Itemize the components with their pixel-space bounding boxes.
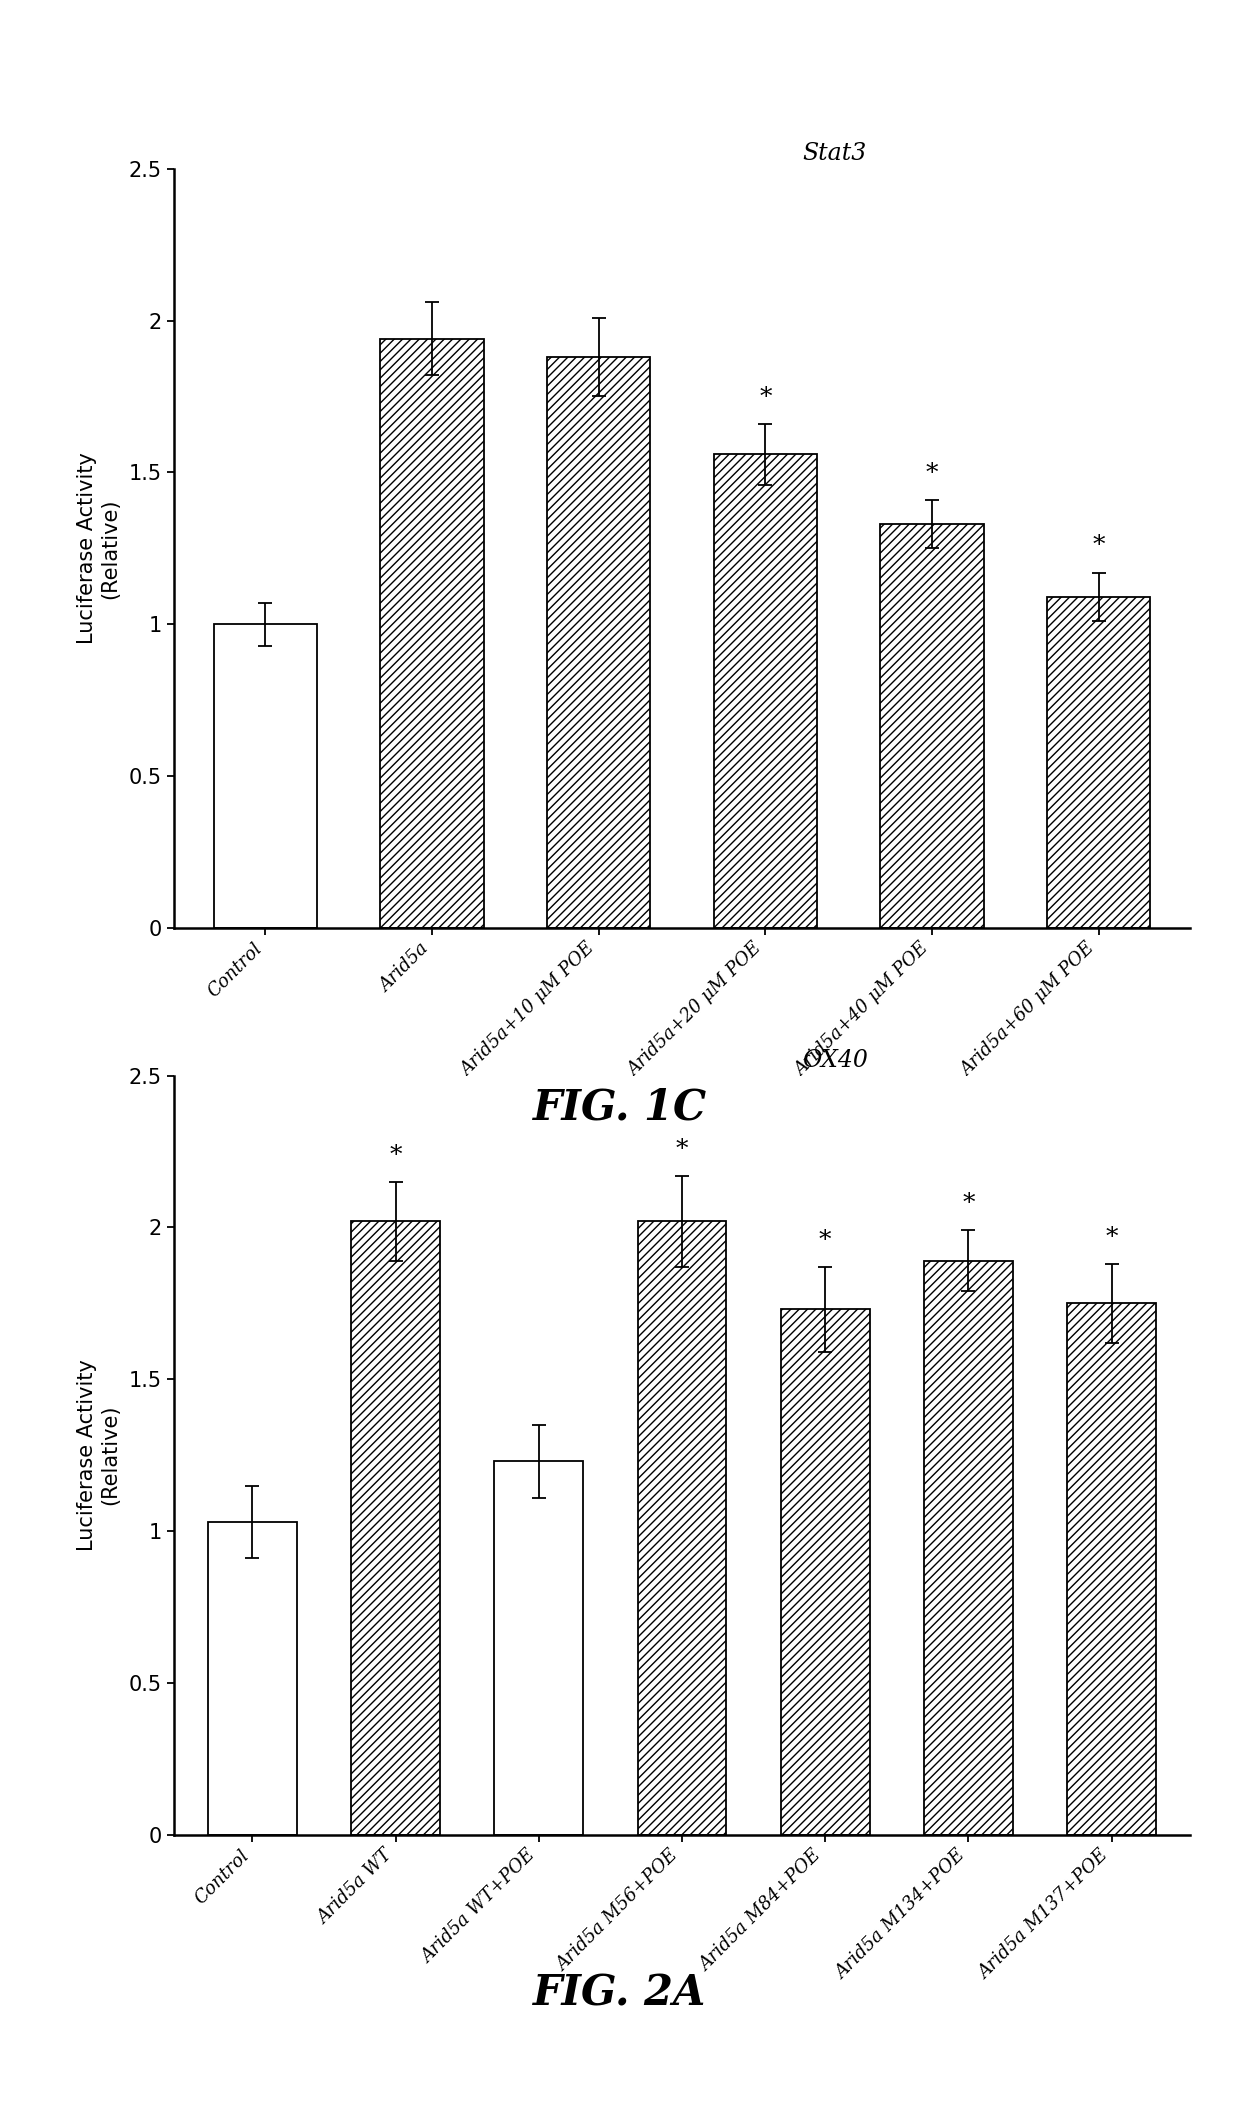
- Text: FIG. 2A: FIG. 2A: [533, 1972, 707, 2014]
- Bar: [924, 1261, 1013, 1835]
- Bar: [1068, 1303, 1156, 1835]
- Text: *: *: [962, 1192, 975, 1215]
- Bar: [495, 1462, 583, 1835]
- Text: *: *: [818, 1230, 832, 1253]
- Text: *: *: [926, 462, 939, 485]
- Bar: [714, 453, 817, 928]
- Bar: [1047, 597, 1151, 928]
- Text: *: *: [1092, 534, 1105, 557]
- Text: *: *: [759, 386, 771, 409]
- Bar: [880, 523, 983, 928]
- Text: *: *: [389, 1143, 402, 1166]
- Text: *: *: [676, 1137, 688, 1160]
- Bar: [208, 1523, 296, 1835]
- Bar: [351, 1221, 440, 1835]
- Bar: [637, 1221, 727, 1835]
- Text: FIG. 1C: FIG. 1C: [533, 1086, 707, 1128]
- Bar: [381, 340, 484, 928]
- Bar: [781, 1310, 869, 1835]
- Bar: [547, 356, 650, 928]
- Title: Stat3: Stat3: [802, 143, 867, 165]
- Y-axis label: Luciferase Activity
(Relative): Luciferase Activity (Relative): [77, 453, 120, 643]
- Y-axis label: Luciferase Activity
(Relative): Luciferase Activity (Relative): [77, 1360, 120, 1550]
- Bar: [213, 624, 317, 928]
- Title: OX40: OX40: [801, 1050, 868, 1071]
- Text: *: *: [1105, 1225, 1118, 1249]
